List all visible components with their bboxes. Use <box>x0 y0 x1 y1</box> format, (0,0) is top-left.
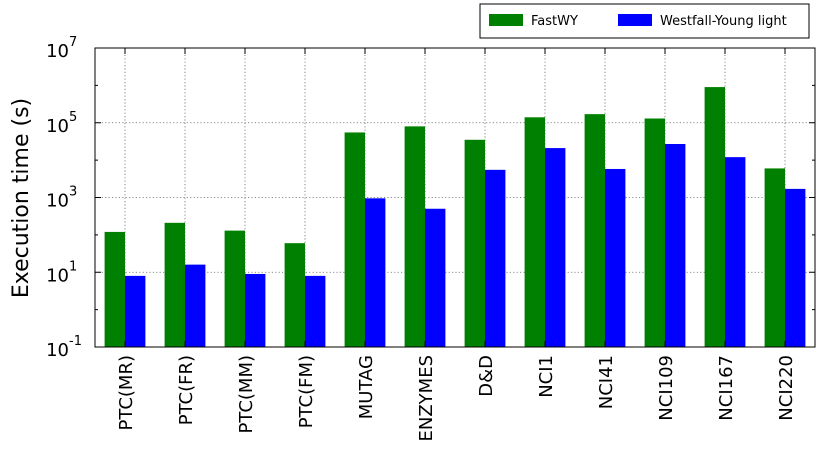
bar-fastwy <box>344 132 365 347</box>
x-tick-label: NCI167 <box>716 355 737 421</box>
y-tick-base: 10 <box>46 41 69 62</box>
y-axis-label: Execution time (s) <box>9 98 34 298</box>
bar-fastwy <box>464 139 485 347</box>
bar-westfall-young-light <box>425 208 446 347</box>
x-tick-label: PTC(FR) <box>176 355 197 425</box>
y-tick-exponent: 5 <box>69 110 77 125</box>
bar-westfall-young-light <box>665 144 686 347</box>
bar-fastwy <box>644 118 665 347</box>
x-tick-label: NCI220 <box>776 355 797 421</box>
x-tick-label: NCI41 <box>596 355 617 409</box>
bar-westfall-young-light <box>605 168 626 347</box>
bar-fastwy <box>104 231 125 347</box>
bar-fastwy <box>284 243 305 347</box>
bar-fastwy <box>164 222 185 347</box>
x-tick-label: PTC(MR) <box>116 355 137 430</box>
legend-label-fastwy: FastWY <box>531 14 578 29</box>
bar-fastwy <box>224 230 245 347</box>
bars <box>104 87 806 348</box>
bar-westfall-young-light <box>545 148 566 347</box>
y-tick-label: 10 7 <box>46 35 77 62</box>
y-tick-exponent: 1 <box>69 259 77 274</box>
x-tick-label: D&D <box>476 355 497 397</box>
x-tick-label: MUTAG <box>356 355 377 419</box>
y-tick-label: 10 3 <box>46 185 77 212</box>
legend-swatch-fastwy <box>489 14 523 26</box>
y-tick-label: 10 5 <box>46 110 77 137</box>
bar-fastwy <box>524 117 545 347</box>
legend-swatch-westfall-young-light <box>618 14 652 26</box>
y-tick-exponent: 3 <box>69 185 77 200</box>
x-tick-labels: PTC(MR) PTC(FR) PTC(MM) PTC(FM) MUTAG ENZYMES… <box>116 355 797 442</box>
x-tick-label: PTC(MM) <box>236 355 257 433</box>
bar-fastwy <box>764 168 785 347</box>
bar-westfall-young-light <box>365 198 386 347</box>
y-tick-label: 10 1 <box>46 259 77 286</box>
bar-westfall-young-light <box>125 275 146 347</box>
bar-westfall-young-light <box>785 188 806 347</box>
y-tick-exponent: -1 <box>69 334 82 349</box>
legend-label-westfall-young-light: Westfall-Young light <box>660 14 787 29</box>
bar-westfall-young-light <box>305 275 326 347</box>
y-tick-base: 10 <box>46 265 69 286</box>
y-tick-base: 10 <box>46 191 69 212</box>
y-tick-base: 10 <box>46 116 69 137</box>
y-tick-label: 10 -1 <box>46 334 82 361</box>
x-tick-label: NCI109 <box>656 355 677 421</box>
ticks <box>95 47 815 348</box>
bar-westfall-young-light <box>245 273 266 347</box>
x-tick-label: NCI1 <box>536 355 557 398</box>
bar-westfall-young-light <box>185 264 206 347</box>
x-tick-label: ENZYMES <box>416 355 437 442</box>
bar-westfall-young-light <box>485 169 506 347</box>
bar-fastwy <box>584 114 605 348</box>
bar-fastwy <box>404 126 425 347</box>
bar-fastwy <box>704 87 725 347</box>
legend: FastWY Westfall-Young light <box>479 3 810 39</box>
y-tick-exponent: 7 <box>69 35 77 50</box>
bar-westfall-young-light <box>725 157 746 347</box>
x-tick-label: PTC(FM) <box>296 355 317 428</box>
y-tick-base: 10 <box>46 340 69 361</box>
